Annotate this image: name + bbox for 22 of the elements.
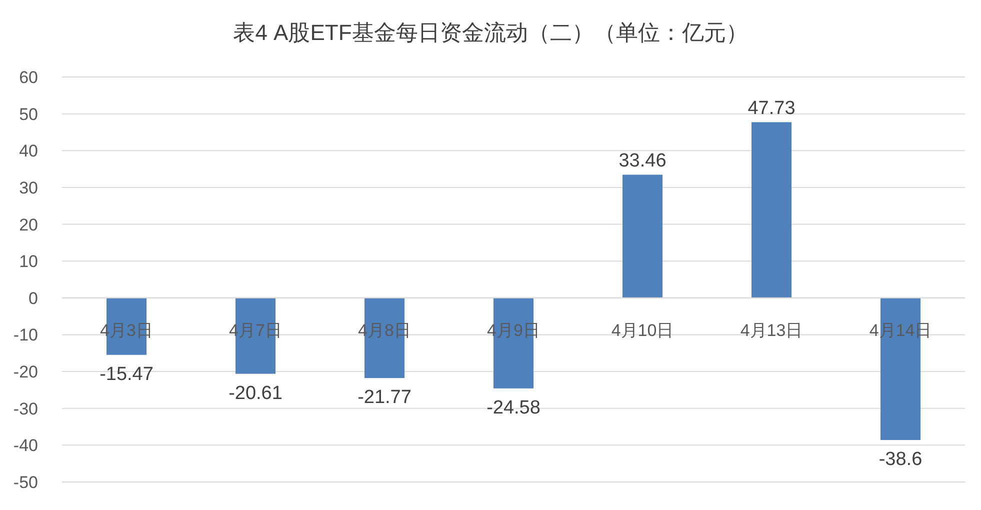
y-tick-label: 60 [19,68,38,87]
x-tick-label: 4月10日 [611,320,674,340]
y-tick-label: -20 [13,362,38,382]
y-tick-label: -30 [13,399,38,418]
title: 表4 A股ETF基金每日资金流动（二）（单位：亿元） [233,20,748,45]
x-tick-label: 4月13日 [740,320,803,340]
data-label: -15.47 [100,364,154,385]
data-label: -24.58 [486,397,540,418]
data-label: 33.46 [618,150,666,172]
y-tick-label: 0 [28,288,38,308]
y-tick-label: 20 [19,215,38,234]
data-label: -38.6 [878,449,922,470]
y-tick-label: 30 [19,178,38,198]
y-tick-label: 40 [19,142,38,161]
data-label: -21.77 [358,387,412,408]
data-label: -20.61 [228,382,282,404]
y-tick-label: 10 [19,252,38,272]
y-tick-label: 50 [19,104,38,124]
y-tick-label: -50 [13,473,38,492]
data-label: 47.73 [748,98,796,120]
y-tick-label: -10 [13,326,38,345]
y-tick-label: -40 [13,436,38,456]
